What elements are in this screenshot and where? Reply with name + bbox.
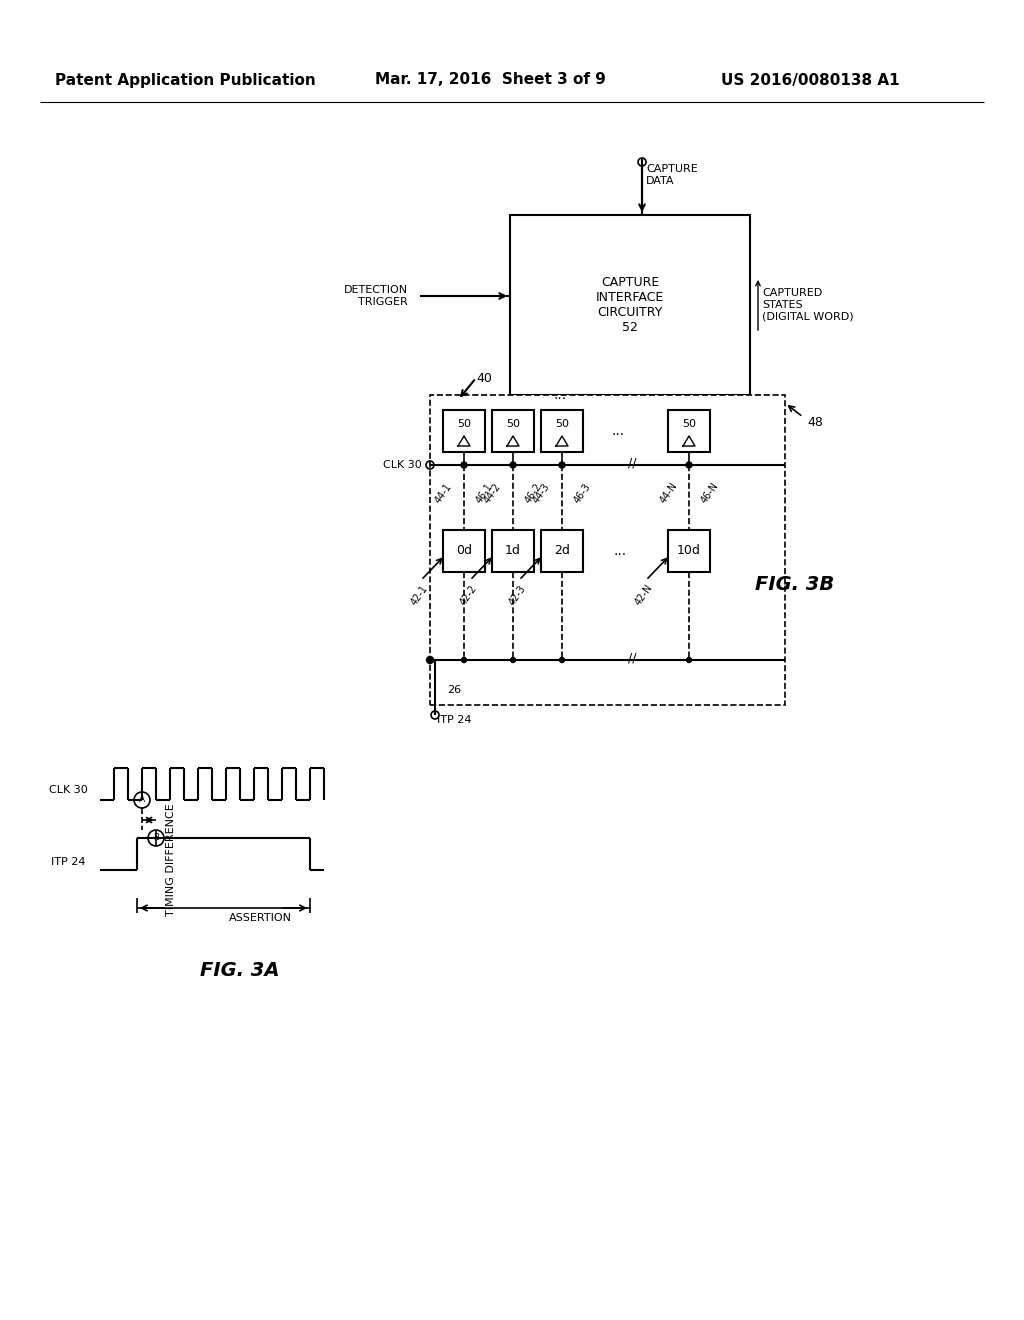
- Bar: [430, 395, 785, 705]
- Text: 0d: 0d: [456, 544, 472, 557]
- Text: Patent Application Publication: Patent Application Publication: [54, 73, 315, 87]
- Text: Mar. 17, 2016  Sheet 3 of 9: Mar. 17, 2016 Sheet 3 of 9: [375, 73, 605, 87]
- Text: FIG. 3A: FIG. 3A: [200, 961, 280, 979]
- Text: 44-2: 44-2: [482, 480, 503, 504]
- Text: 42-2: 42-2: [458, 583, 478, 607]
- Text: 48: 48: [807, 417, 823, 429]
- Bar: [492, 531, 534, 572]
- Text: CAPTURE
INTERFACE
CIRCUITRY
52: CAPTURE INTERFACE CIRCUITRY 52: [596, 276, 665, 334]
- Text: 50: 50: [457, 418, 471, 429]
- Text: CAPTURE
DATA: CAPTURE DATA: [646, 164, 697, 186]
- Text: 10d: 10d: [677, 544, 701, 557]
- Bar: [443, 411, 485, 451]
- Text: //: //: [628, 652, 636, 664]
- Circle shape: [686, 462, 692, 469]
- Text: ITP 24: ITP 24: [437, 715, 471, 725]
- Text: 42-N: 42-N: [633, 583, 654, 607]
- Text: //: //: [628, 457, 636, 470]
- Text: 1d: 1d: [505, 544, 521, 557]
- Circle shape: [559, 462, 565, 469]
- Text: 26: 26: [447, 685, 461, 696]
- Circle shape: [559, 657, 564, 663]
- Text: 2d: 2d: [554, 544, 570, 557]
- Text: ITP 24: ITP 24: [51, 857, 85, 867]
- Text: 40: 40: [476, 371, 492, 384]
- Text: 50: 50: [682, 418, 696, 429]
- Circle shape: [511, 657, 515, 663]
- Text: 46-N: 46-N: [699, 480, 721, 506]
- Text: 42-3: 42-3: [507, 583, 527, 607]
- Circle shape: [427, 656, 433, 664]
- Text: 42-1: 42-1: [409, 583, 429, 607]
- Circle shape: [462, 657, 467, 663]
- Circle shape: [510, 462, 516, 469]
- Bar: [668, 411, 710, 451]
- Bar: [668, 531, 710, 572]
- Bar: [492, 411, 534, 451]
- Text: A: A: [139, 796, 145, 804]
- Text: 44-N: 44-N: [657, 480, 679, 506]
- Text: 44-1: 44-1: [433, 482, 454, 504]
- Text: 50: 50: [555, 418, 569, 429]
- Text: ASSERTION: ASSERTION: [228, 913, 292, 923]
- Circle shape: [686, 657, 691, 663]
- Bar: [541, 411, 583, 451]
- Bar: [510, 215, 750, 395]
- Text: 46-1: 46-1: [474, 482, 495, 504]
- Text: B: B: [153, 833, 159, 842]
- Text: ...: ...: [553, 388, 566, 403]
- Text: US 2016/0080138 A1: US 2016/0080138 A1: [721, 73, 899, 87]
- Text: FIG. 3B: FIG. 3B: [755, 576, 835, 594]
- Bar: [443, 531, 485, 572]
- Text: ...: ...: [613, 544, 627, 558]
- Text: CLK 30: CLK 30: [48, 785, 87, 795]
- Text: 46-3: 46-3: [572, 482, 593, 504]
- Text: TIMING DIFFERENCE: TIMING DIFFERENCE: [166, 804, 176, 916]
- Text: 44-3: 44-3: [531, 482, 552, 504]
- Text: DETECTION
TRIGGER: DETECTION TRIGGER: [344, 285, 408, 306]
- Text: CAPTURED
STATES
(DIGITAL WORD): CAPTURED STATES (DIGITAL WORD): [762, 288, 854, 322]
- Text: CLK 30: CLK 30: [383, 459, 422, 470]
- Text: 46-2: 46-2: [523, 480, 544, 504]
- Bar: [541, 531, 583, 572]
- Circle shape: [461, 462, 467, 469]
- Text: ...: ...: [611, 424, 625, 438]
- Text: 50: 50: [506, 418, 520, 429]
